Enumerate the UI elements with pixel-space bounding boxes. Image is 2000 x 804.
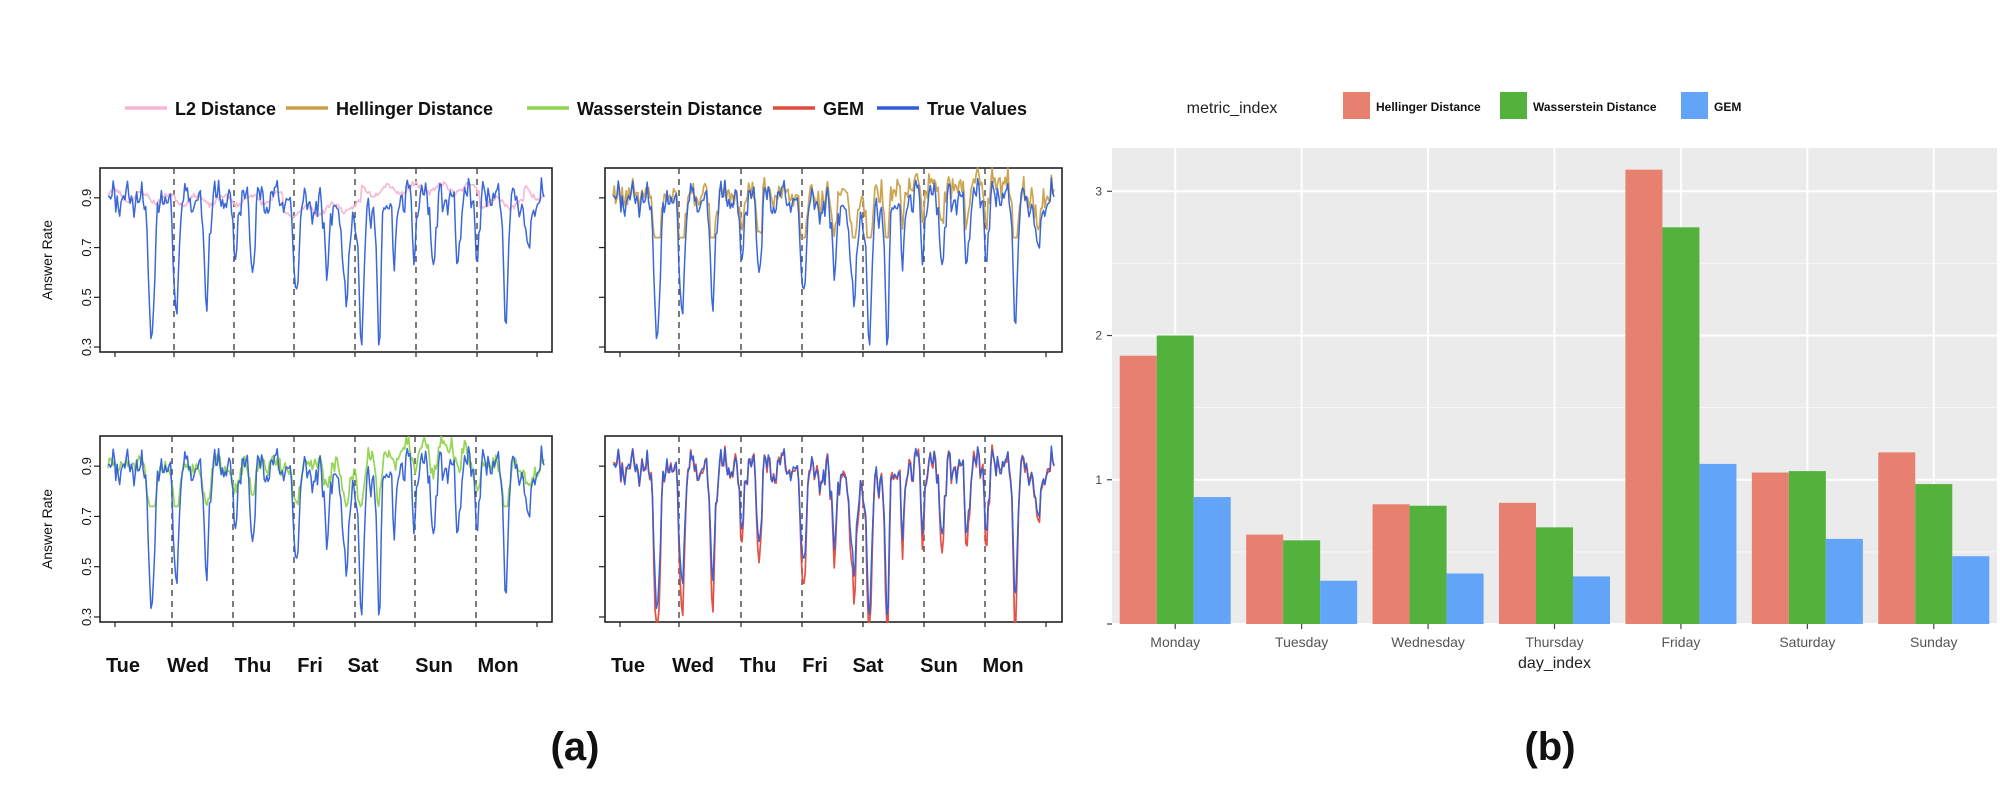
x-tick-label-5: Sun [415, 655, 453, 677]
bar-gem-monday [1193, 497, 1231, 624]
y-tick-label-0: 1 [1095, 473, 1102, 487]
legend-label-0: L2 Distance [175, 99, 276, 119]
panel-a-legend: L2 Distance Hellinger Distance Wasserstein… [125, 99, 1027, 119]
series-line-true-values [612, 177, 1055, 346]
panel-a: L2 Distance Hellinger Distance Wasserstein… [39, 99, 1063, 677]
y-tick-label-0: 0.3 [79, 338, 94, 356]
bar-hellinger-distance-thursday [1499, 502, 1536, 624]
panel-a-label: (a) [551, 725, 600, 769]
legend-swatch-0 [1343, 92, 1370, 119]
x-tick-label-sunday: Sunday [1910, 634, 1957, 650]
bar-wasserstein-distance-thursday [1536, 527, 1573, 624]
panel-a-plots: 0.3 0.5 0.7 0.9 Answer Rate 0.3 0.5 0.7 0.9 Answe… [39, 167, 1063, 677]
x-tick-label-0: Tue [611, 655, 645, 677]
y-tick-label-1: 0.5 [79, 558, 94, 576]
x-tick-label-1: Wed [672, 655, 714, 677]
series-line-true-values [107, 445, 545, 616]
legend-label-1: Hellinger Distance [336, 99, 493, 119]
y-tick-label-2: 3 [1095, 184, 1102, 198]
x-tick-label-6: Mon [982, 655, 1023, 677]
bar-wasserstein-distance-tuesday [1283, 540, 1321, 624]
panel-b: 1 2 3 Monday Tuesday Wednesday Thursday Friday S… [1095, 92, 1997, 672]
legend-label-3: GEM [823, 99, 864, 119]
y-tick-label-1: 2 [1095, 329, 1102, 343]
y-tick-label-0: 0.3 [79, 608, 94, 626]
series-line-true-values [612, 445, 1055, 616]
x-tick-label-3: Fri [802, 655, 828, 677]
x-tick-label-3: Fri [297, 655, 323, 677]
bar-gem-saturday [1825, 538, 1863, 624]
legend-label-4: True Values [927, 99, 1027, 119]
x-axis-title: day_index [1518, 655, 1591, 672]
x-tick-label-friday: Friday [1661, 634, 1700, 650]
x-tick-label-6: Mon [477, 655, 518, 677]
bar-hellinger-distance-saturday [1751, 472, 1789, 624]
legend-label-1: Wasserstein Distance [1533, 100, 1657, 114]
x-tick-label-monday: Monday [1150, 634, 1200, 650]
x-tick-label-4: Sat [852, 655, 883, 677]
bar-hellinger-distance-friday [1625, 169, 1663, 625]
series-line-l2-distance [107, 180, 545, 220]
bar-gem-sunday [1952, 556, 1990, 624]
y-axis-label: Answer Rate [39, 489, 55, 569]
y-tick-label-3: 0.9 [79, 189, 94, 207]
legend-label-0: Hellinger Distance [1376, 100, 1481, 114]
bar-hellinger-distance-sunday [1878, 452, 1916, 624]
bar-hellinger-distance-tuesday [1246, 534, 1284, 624]
bar-hellinger-distance-monday [1119, 355, 1157, 624]
bar-wasserstein-distance-sunday [1915, 484, 1953, 624]
bar-gem-tuesday [1320, 580, 1358, 624]
x-tick-label-0: Tue [106, 655, 140, 677]
legend-label-2: GEM [1714, 100, 1741, 114]
y-tick-label-2: 0.7 [79, 239, 94, 257]
line-plot-a_bottom_right: Tue Wed Thu Fri Sat Sun Mon [599, 435, 1063, 677]
y-axis-label: Answer Rate [39, 220, 55, 300]
bar-hellinger-distance-wednesday [1372, 504, 1410, 624]
line-plot-a_top_right [599, 167, 1063, 357]
legend-swatch-2 [1681, 92, 1708, 119]
line-plot-a_top_left: 0.3 0.5 0.7 0.9 Answer Rate [39, 167, 553, 357]
x-tick-label-1: Wed [167, 655, 209, 677]
x-tick-label-5: Sun [920, 655, 958, 677]
legend-title: metric_index [1187, 100, 1278, 117]
bar-wasserstein-distance-saturday [1788, 471, 1826, 624]
x-tick-label-4: Sat [347, 655, 378, 677]
x-tick-label-2: Thu [235, 655, 272, 677]
x-tick-label-thursday: Thursday [1525, 634, 1583, 650]
y-tick-label-3: 0.9 [79, 457, 94, 475]
bar-wasserstein-distance-wednesday [1409, 505, 1447, 624]
x-tick-label-wednesday: Wednesday [1391, 634, 1465, 650]
x-tick-label-tuesday: Tuesday [1275, 634, 1328, 650]
series-line-true-values [107, 177, 545, 346]
x-tick-label-2: Thu [740, 655, 777, 677]
legend-label-2: Wasserstein Distance [577, 99, 762, 119]
bar-wasserstein-distance-friday [1662, 227, 1700, 625]
panel-b-label: (b) [1524, 725, 1575, 769]
y-tick-label-1: 0.5 [79, 288, 94, 306]
bar-gem-friday [1699, 463, 1737, 624]
y-tick-label-2: 0.7 [79, 507, 94, 525]
bar-gem-thursday [1573, 576, 1610, 624]
bar-gem-wednesday [1446, 573, 1484, 624]
line-plot-a_bottom_left: 0.3 0.5 0.7 0.9 Answer Rate Tue Wed Thu Fri Sat Su… [39, 435, 553, 677]
bar-wasserstein-distance-monday [1156, 335, 1194, 624]
legend-swatch-1 [1500, 92, 1527, 119]
x-tick-label-saturday: Saturday [1779, 634, 1835, 650]
